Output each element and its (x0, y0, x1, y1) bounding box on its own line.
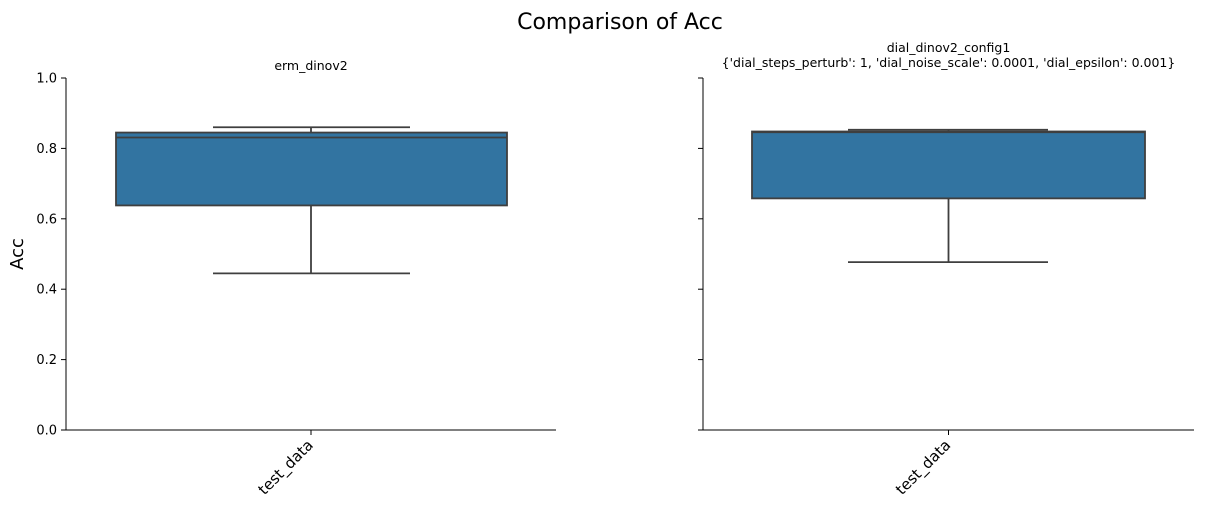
panel-1: erm_dinov2 0.0 0.2 0.4 0.6 0.8 1.0 test_data (36, 58, 556, 499)
y-tick-label: 0.4 (36, 283, 57, 298)
panel-title-line: erm_dinov2 (274, 58, 347, 73)
y-tick-label: 0.8 (36, 142, 57, 157)
y-tick-label: 0.2 (36, 353, 57, 368)
x-tick-label: test_data (255, 436, 318, 499)
box-iqr (751, 130, 1146, 200)
panel-title-line: {'dial_steps_perturb': 1, 'dial_noise_sc… (722, 55, 1176, 70)
y-tick-label: 0.0 (36, 424, 57, 439)
box-iqr (115, 131, 508, 207)
y-axis-label: Acc (7, 238, 28, 270)
y-tick-label: 0.6 (36, 212, 57, 227)
figure-title: Comparison of Acc (517, 10, 723, 35)
box-plot (751, 128, 1146, 263)
panel-title-line: dial_dinov2_config1 (887, 40, 1011, 55)
x-tick-label: test_data (892, 436, 955, 499)
panel-2: dial_dinov2_config1{'dial_steps_perturb'… (698, 40, 1194, 499)
y-tick-label: 1.0 (36, 72, 57, 87)
box-plot (115, 126, 508, 275)
